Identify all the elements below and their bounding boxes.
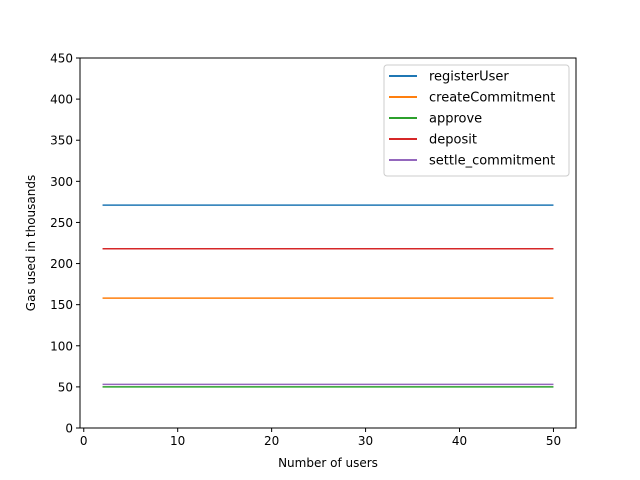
y-tick-label: 200 xyxy=(50,257,73,271)
y-tick-label: 50 xyxy=(58,380,73,394)
x-tick-label: 0 xyxy=(80,434,88,448)
legend-box xyxy=(383,64,570,177)
x-tick-label: 20 xyxy=(264,434,279,448)
y-tick-label: 450 xyxy=(50,52,73,66)
y-tick-label: 300 xyxy=(50,175,73,189)
y-axis-label: Gas used in thousands xyxy=(24,175,38,311)
y-tick-label: 0 xyxy=(65,422,73,436)
y-tick-label: 100 xyxy=(50,339,73,353)
series-layer xyxy=(102,204,554,388)
plot-frame xyxy=(79,57,577,429)
x-tick-label: 10 xyxy=(170,434,185,448)
ticks-layer: 0 10 20 30 40 50 0 50 100 150 200 250 300 350 400 450 xyxy=(50,52,561,449)
x-tick-label: 40 xyxy=(452,434,467,448)
y-tick-label: 350 xyxy=(50,134,73,148)
y-tick-label: 150 xyxy=(50,298,73,312)
legend: registerUser createCommitment approve depos… xyxy=(383,64,570,177)
x-tick-label: 50 xyxy=(546,434,561,448)
legend-label-deposit: deposit xyxy=(429,133,477,148)
legend-label-registeruser: registerUser xyxy=(429,70,509,85)
y-tick-label: 400 xyxy=(50,93,73,107)
legend-label-approve: approve xyxy=(429,112,482,127)
legend-label-settle-commitment: settle_commitment xyxy=(429,154,555,169)
x-axis-label: Number of users xyxy=(278,456,378,470)
x-tick-label: 30 xyxy=(358,434,373,448)
legend-label-createcommitment: createCommitment xyxy=(429,91,555,106)
y-tick-label: 250 xyxy=(50,216,73,230)
